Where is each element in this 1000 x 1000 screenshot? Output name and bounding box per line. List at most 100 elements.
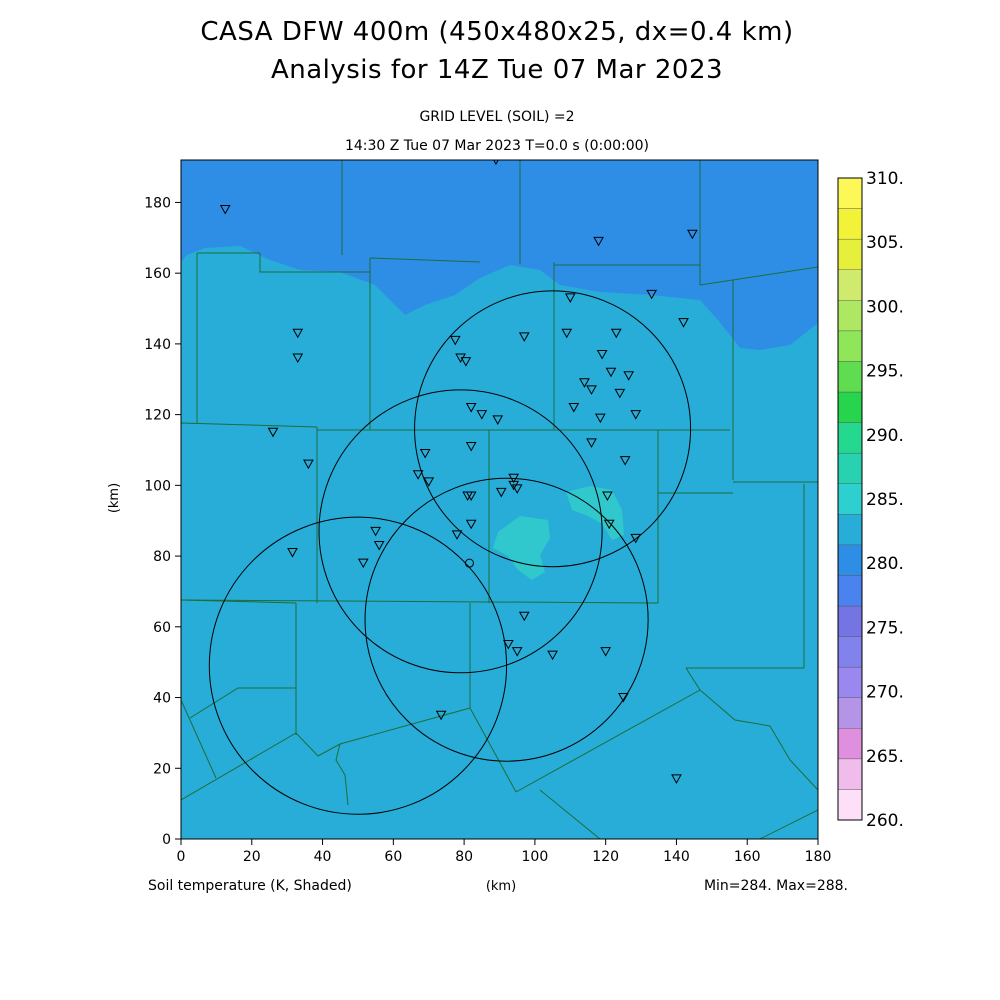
radar-range-ring <box>208 516 508 815</box>
station-marker <box>465 403 477 413</box>
plot-frame <box>180 159 819 840</box>
station-marker <box>678 318 689 328</box>
county-line <box>259 253 370 273</box>
station-marker <box>630 410 642 420</box>
colorbar-label: 285. <box>866 490 904 510</box>
figure-title-line2: Analysis for 14Z Tue 07 Mar 2023 <box>271 55 723 85</box>
station-marker <box>547 650 558 661</box>
colorbar-label: 280. <box>866 554 904 574</box>
grid-level-label: GRID LEVEL (SOIL) =2 <box>419 109 574 125</box>
colorbar-label: 290. <box>866 426 904 446</box>
station-marker <box>603 519 615 530</box>
colorbar-swatch <box>837 666 863 698</box>
colorbar-swatch <box>837 452 863 484</box>
x-axis-label: (km) <box>486 879 516 894</box>
colorbar-swatch <box>837 544 863 576</box>
valid-time-label: 14:30 Z Tue 07 Mar 2023 T=0.0 s (0:00:00… <box>345 138 649 154</box>
y-axis-label: (km) <box>107 483 122 513</box>
y-tick-label: 20 <box>153 761 171 777</box>
x-tick-label: 100 <box>522 849 549 865</box>
x-tick-label: 160 <box>734 849 761 865</box>
colorbar-swatch <box>837 789 863 821</box>
colorbar-label: 265. <box>866 747 904 767</box>
x-tick-label: 180 <box>805 849 832 865</box>
station-marker <box>600 647 612 657</box>
colorbar-swatch <box>837 422 863 454</box>
station-marker <box>495 487 507 498</box>
colorbar-swatch <box>837 238 863 270</box>
min-max-label: Min=284. Max=288. <box>704 878 848 894</box>
colorbar-swatch <box>837 697 863 729</box>
station-marker <box>618 693 629 703</box>
station-marker <box>564 293 576 303</box>
colorbar-swatch <box>837 728 863 760</box>
x-tick-label: 0 <box>177 849 186 865</box>
station-marker <box>423 477 435 487</box>
variable-label: Soil temperature (K, Shaded) <box>148 878 352 894</box>
colorbar-swatch <box>837 330 863 362</box>
county-line <box>515 689 701 793</box>
station-marker <box>630 533 642 544</box>
station-marker <box>596 350 608 360</box>
station-marker <box>292 328 304 339</box>
station-marker <box>419 449 431 459</box>
x-tick-label: 140 <box>663 849 690 865</box>
radar-range-ring <box>414 290 692 568</box>
station-marker <box>476 410 488 420</box>
station-marker <box>465 441 477 452</box>
radar-range-ring <box>318 389 603 674</box>
station-marker-open <box>464 558 474 568</box>
station-marker <box>465 491 477 501</box>
station-marker <box>671 774 682 784</box>
y-tick-label: 140 <box>144 337 171 353</box>
colorbar-swatch <box>837 575 863 607</box>
colorbar-label: 270. <box>866 683 904 703</box>
station-marker <box>508 473 520 484</box>
colorbar-label: 310. <box>866 169 904 189</box>
field-region-warm-center <box>493 516 550 580</box>
county-line <box>699 689 818 791</box>
station-marker <box>370 526 381 537</box>
county-line <box>469 707 517 793</box>
county-line <box>699 266 818 286</box>
colorbar-swatch <box>837 636 863 668</box>
colorbar-swatch <box>837 361 863 393</box>
x-tick-label: 120 <box>592 849 619 865</box>
y-tick-label: 120 <box>144 408 171 424</box>
station-marker <box>412 470 424 480</box>
colorbar-label: 295. <box>866 362 904 382</box>
colorbar-swatch <box>837 208 863 240</box>
station-marker <box>460 357 472 367</box>
colorbar-swatch <box>837 391 863 423</box>
station-marker <box>518 332 530 342</box>
field-region-cool-north <box>181 160 818 350</box>
county-line <box>189 687 296 719</box>
colorbar-swatch <box>837 758 863 790</box>
station-marker <box>511 647 523 657</box>
county-line <box>181 422 318 428</box>
station-marker <box>373 540 385 551</box>
station-marker <box>449 335 461 346</box>
station-marker <box>595 413 606 424</box>
station-marker <box>586 438 597 448</box>
station-marker <box>605 367 617 378</box>
station-marker <box>287 548 298 558</box>
y-tick-label: 180 <box>144 195 171 211</box>
colorbar-label: 305. <box>866 233 904 253</box>
y-tick-label: 160 <box>144 266 171 282</box>
station-marker <box>619 456 631 466</box>
station-marker <box>593 236 604 247</box>
station-marker <box>511 484 523 494</box>
y-axis-ticks: 0 20 40 60 80 100 120 140 160 180 <box>144 195 181 848</box>
station-marker <box>623 371 635 381</box>
county-line <box>685 667 701 691</box>
station-marker <box>602 491 613 501</box>
radar-range-ring <box>364 477 649 762</box>
county-line <box>181 599 297 604</box>
county-line <box>335 743 349 806</box>
station-marker <box>219 205 231 215</box>
figure-title-line1: CASA DFW 400m (450x480x25, dx=0.4 km) <box>200 17 793 47</box>
county-line <box>181 599 659 604</box>
y-tick-label: 0 <box>162 832 171 848</box>
plot-area <box>181 160 818 839</box>
